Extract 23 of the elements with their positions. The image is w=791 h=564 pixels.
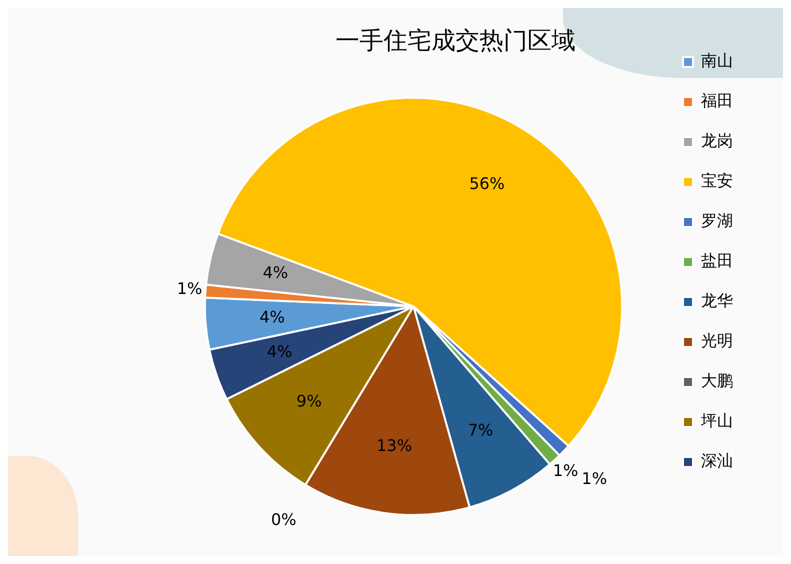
legend-label: 龙岗 xyxy=(701,131,733,150)
legend-label: 盐田 xyxy=(701,251,733,270)
data-label: 1% xyxy=(176,279,202,298)
data-label: 4% xyxy=(259,307,285,326)
data-label: 56% xyxy=(469,174,505,194)
legend-label: 光明 xyxy=(701,331,733,350)
data-label: 4% xyxy=(262,263,288,282)
chart-title: 一手住宅成交热门区域 xyxy=(336,26,576,55)
legend-label: 南山 xyxy=(701,51,733,70)
data-label: 13% xyxy=(376,436,412,456)
legend-label: 宝安 xyxy=(701,171,733,190)
text: 0% xyxy=(270,510,296,529)
legend-label: 坪山 xyxy=(700,411,733,430)
data-label: 1% xyxy=(582,469,608,488)
legend-label: 大鹏 xyxy=(701,371,733,390)
legend-label: 福田 xyxy=(701,91,733,110)
data-label: 9% xyxy=(296,392,322,411)
data-label: 1% xyxy=(552,460,578,480)
legend-label: 龙华 xyxy=(701,291,733,310)
data-label: 4% xyxy=(266,342,292,362)
data-label: 7% xyxy=(468,420,494,440)
legend-label: 深汕 xyxy=(701,451,733,470)
legend-label: 罗湖 xyxy=(701,211,733,230)
